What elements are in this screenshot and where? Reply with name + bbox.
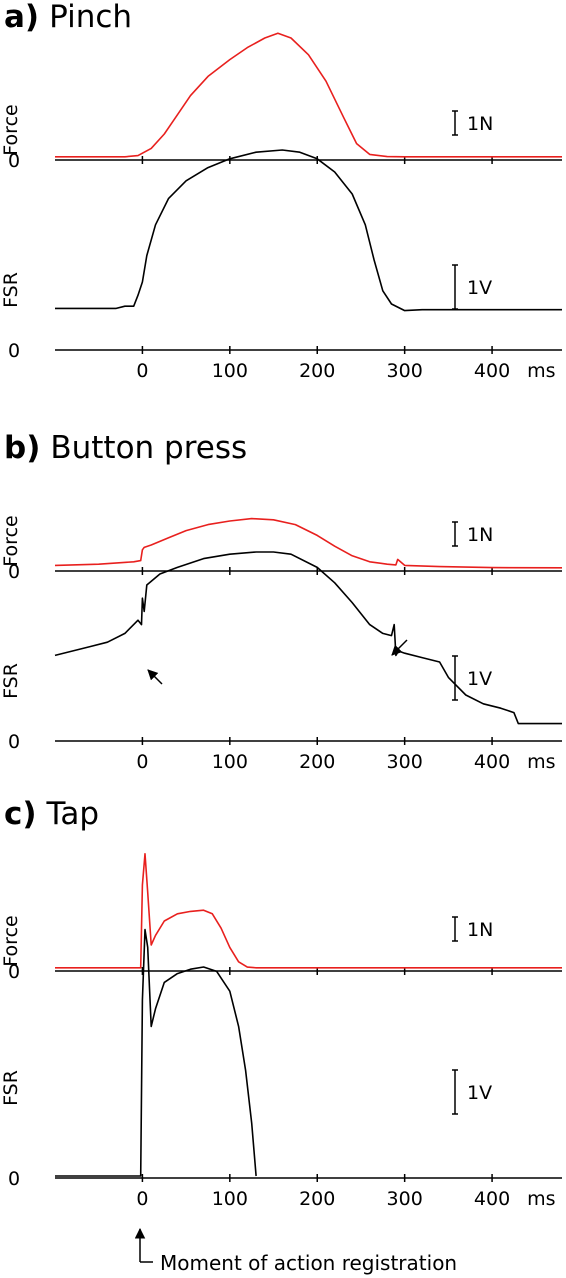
scale-label-force: 1N [467,524,493,546]
force-trace [55,852,562,969]
x-unit-label: ms [527,1188,555,1210]
registration-label: Moment of action registration [160,1251,457,1275]
y-label-fsr: FSR [0,1070,22,1106]
panel-letter: a) [4,0,39,35]
x-tick-label: 0 [136,360,148,382]
y-label-force: Force [0,515,22,566]
x-tick-label: 100 [212,1188,248,1210]
scale-label-fsr: 1V [467,668,492,690]
fsr-trace [54,551,562,725]
force-trace [54,517,563,569]
x-tick-label: 200 [299,1188,335,1210]
panel-title: a) Pinch [4,0,132,35]
scale-label-fsr: 1V [467,277,492,299]
x-tick-label: 300 [387,751,423,773]
fsr-subplot: 0 100 200 300 400 ms 0 FSR 1V [0,149,562,382]
panel-name: Pinch [49,0,132,35]
x-tick-label: 400 [474,360,510,382]
y-label-fsr: FSR [0,663,22,699]
y-label-force: Force [0,915,22,966]
fsr-trace [55,149,562,312]
panel-name: Tap [46,796,99,832]
x-unit-label: ms [527,360,555,382]
force-trace [55,32,562,158]
y-zero-label: 0 [8,1168,20,1190]
y-zero-label: 0 [8,340,20,362]
artifact-arrow [147,669,163,685]
scale-label-force: 1N [467,919,493,941]
panel-name: Button press [50,430,247,466]
x-tick-label: 200 [299,751,335,773]
x-tick-label: 300 [387,1188,423,1210]
y-zero-label: 0 [8,731,20,753]
x-tick-label: 0 [136,751,148,773]
x-tick-label: 0 [136,1188,148,1210]
y-label-fsr: FSR [0,272,22,308]
panel-letter: b) [4,430,40,466]
fsr-trace [55,928,257,1177]
panel-title: c) Tap [4,796,99,832]
scale-label-fsr: 1V [467,1082,492,1104]
fsr-subplot: 0 100 200 300 400 ms 0 FSR 1V [0,551,562,773]
y-zero-label: 0 [8,561,20,583]
x-unit-label: ms [527,751,555,773]
registration-annotation: Moment of action registration [134,1227,457,1275]
panel-title: b) Button press [4,430,247,466]
x-tick-label: 100 [212,360,248,382]
fsr-subplot: 0 100 200 300 400 ms 0 FSR 1V [0,928,562,1210]
y-zero-label: 0 [8,961,20,983]
y-label-force: Force [0,104,22,155]
x-tick-label: 200 [299,360,335,382]
x-tick-label: 100 [212,751,248,773]
panel-letter: c) [4,796,37,832]
artifact-arrow [391,639,408,656]
x-tick-label: 400 [474,1188,510,1210]
x-tick-label: 300 [387,360,423,382]
y-zero-label: 0 [8,150,20,172]
scale-label-force: 1N [467,113,493,135]
x-tick-label: 400 [474,751,510,773]
